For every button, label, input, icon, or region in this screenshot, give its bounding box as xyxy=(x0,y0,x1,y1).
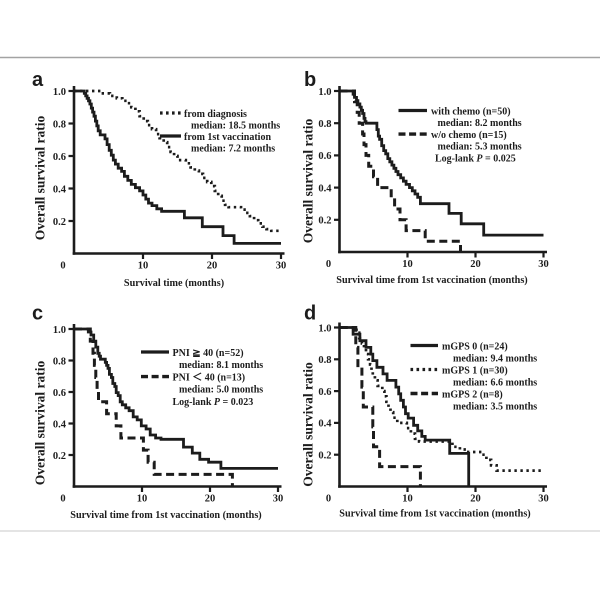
y-axis-title: Overall survival ratio xyxy=(301,119,316,244)
x-tick-label: 20 xyxy=(470,494,481,505)
x-tick-label: 20 xyxy=(205,494,216,505)
y-tick-label: 1.0 xyxy=(53,325,66,336)
curve-solid-a xyxy=(74,89,281,245)
x-tick-label: 0 xyxy=(60,261,65,272)
legend-median-label: median: 7.2 months xyxy=(191,143,275,154)
panel-letter-d: d xyxy=(304,303,316,325)
panel-d: d 0.2 0.4 0.6 0.8 1.0 0 10 20 30 Survival time fro… xyxy=(301,303,549,520)
y-tick-label: 0.8 xyxy=(53,119,66,130)
legend-stat-label: Log-lank P = 0.025 xyxy=(435,154,516,165)
x-tick-label: 10 xyxy=(402,494,413,505)
legend-median-label: median: 8.1 months xyxy=(179,360,263,371)
legend-stat-label: Log-lank P = 0.023 xyxy=(173,397,254,408)
y-tick-label: 0.8 xyxy=(53,356,66,367)
legend-series-name: PNI ＜ 40 (n=13) xyxy=(173,371,246,383)
y-tick-label: 0.6 xyxy=(53,388,66,399)
y-tick-label: 0.8 xyxy=(318,355,331,366)
x-axis-title: Survival time from 1st vaccination (mont… xyxy=(339,509,530,520)
curve-dashed-b xyxy=(339,89,462,252)
legend-median-label: median: 3.5 months xyxy=(453,401,537,412)
x-axis-title: Survival time (months) xyxy=(124,278,224,289)
legend-series-name: from diagnosis xyxy=(184,109,247,120)
panel-a: a 0.2 0.4 0.6 0.8 1.0 0 10 20 30 Survival time (mo… xyxy=(32,69,286,289)
y-tick-label: 0.2 xyxy=(53,217,66,228)
y-axis-title: Overall survival ratio xyxy=(33,116,48,241)
y-tick-label: 0.4 xyxy=(318,183,332,194)
y-tick-label: 0.6 xyxy=(53,152,66,163)
legend-series-name: mGPS 1 (n=30) xyxy=(442,365,508,376)
curve-dashed-d xyxy=(339,326,422,487)
x-axis-title: Survival time from 1st vaccination (mont… xyxy=(336,275,527,286)
figure-root: a 0.2 0.4 0.6 0.8 1.0 0 10 20 30 Survival time (mo… xyxy=(0,56,600,532)
legend-series-name: w/o chemo (n=15) xyxy=(431,130,507,141)
panel-letter-b: b xyxy=(304,69,316,91)
y-tick-label: 1.0 xyxy=(53,87,66,98)
x-tick-label: 10 xyxy=(402,259,413,270)
y-tick-label: 0.2 xyxy=(318,216,331,227)
legend-series-name: with chemo (n=50) xyxy=(431,106,511,117)
x-axis-title: Survival time from 1st vaccination (mont… xyxy=(70,510,261,521)
y-tick-label: 1.0 xyxy=(318,323,331,334)
panel-letter-c: c xyxy=(32,303,43,325)
legend-series-name: mGPS 0 (n=24) xyxy=(442,341,508,352)
y-tick-label: 0.2 xyxy=(53,451,66,462)
x-tick-label: 30 xyxy=(538,494,549,505)
y-tick-label: 1.0 xyxy=(318,87,331,98)
y-axis-title: Overall survival ratio xyxy=(301,362,316,487)
legend-median-label: median: 6.6 months xyxy=(453,377,537,388)
legend-series-name: mGPS 2 (n=8) xyxy=(442,389,503,400)
x-tick-label: 0 xyxy=(326,494,331,505)
x-tick-label: 10 xyxy=(137,494,148,505)
legend-median-label: median: 9.4 months xyxy=(453,353,537,364)
y-tick-label: 0.4 xyxy=(53,419,67,430)
y-tick-label: 0.6 xyxy=(318,387,331,398)
x-tick-label: 0 xyxy=(326,259,331,270)
x-tick-label: 30 xyxy=(273,494,284,505)
x-tick-label: 30 xyxy=(538,259,549,270)
curve-dashed-c xyxy=(74,327,234,487)
y-tick-label: 0.4 xyxy=(53,184,67,195)
legend-median-label: median: 5.3 months xyxy=(438,142,522,153)
panel-letter-a: a xyxy=(32,69,44,91)
x-tick-label: 30 xyxy=(276,261,287,272)
x-tick-label: 20 xyxy=(470,259,481,270)
curve-solid-b xyxy=(339,89,544,237)
legend-median-label: median: 5.0 months xyxy=(179,385,263,396)
legend-median-label: median: 18.5 months xyxy=(191,120,280,131)
y-axis-title: Overall survival ratio xyxy=(33,361,48,486)
y-tick-label: 0.4 xyxy=(318,419,332,430)
x-tick-label: 20 xyxy=(207,261,218,272)
x-tick-label: 0 xyxy=(60,494,65,505)
y-tick-label: 0.6 xyxy=(318,151,331,162)
y-tick-label: 0.2 xyxy=(318,451,331,462)
curve-solid-c xyxy=(74,327,278,470)
curve-dotted-a xyxy=(74,89,281,233)
legend-series-name: from 1st vaccination xyxy=(184,132,271,143)
x-tick-label: 10 xyxy=(138,261,149,272)
panel-b: b 0.2 0.4 0.6 0.8 1.0 0 10 20 30 Survival time fro… xyxy=(301,69,549,286)
y-tick-label: 0.8 xyxy=(318,119,331,130)
curve-solid-d xyxy=(339,326,471,487)
legend-series-name: PNI ≧ 40 (n=52) xyxy=(173,348,244,359)
panel-c: c 0.2 0.4 0.6 0.8 1.0 0 10 20 30 Survival time fro… xyxy=(32,303,283,522)
legend-median-label: median: 8.2 months xyxy=(438,118,522,129)
